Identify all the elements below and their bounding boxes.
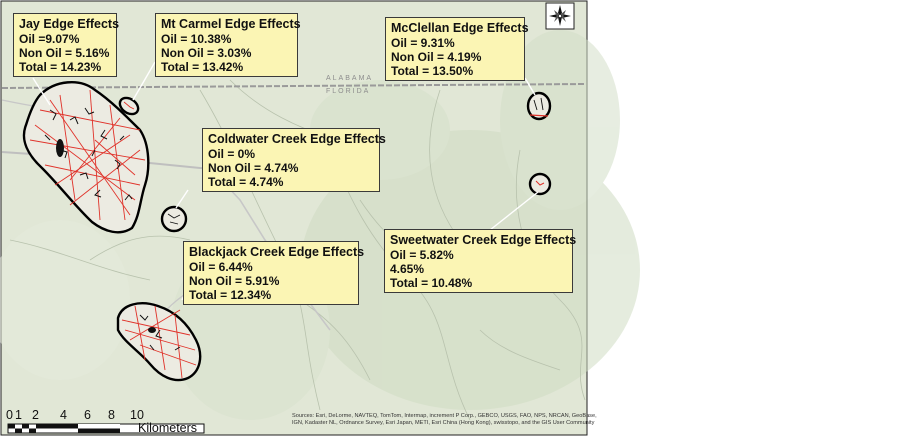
scale-unit-label: Kilometers <box>138 421 198 435</box>
callout-line: Non Oil = 5.91% <box>189 274 280 288</box>
callout-line: Non Oil = 5.16% <box>19 46 110 60</box>
mtcarmel-study-area <box>118 96 140 116</box>
scale-tick-label: 0 <box>6 408 13 422</box>
callout-line: Non Oil = 4.19% <box>391 50 482 64</box>
scale-tick-label: 10 <box>130 408 144 422</box>
callout-line: Total = 4.74% <box>208 175 284 189</box>
callout-line: Total = 13.50% <box>391 64 474 78</box>
callout-sweetwater: Sweetwater Creek Edge Effects Oil = 5.82… <box>384 229 577 293</box>
callout-line: 4.65% <box>390 262 425 276</box>
callout-mtcarmel: Mt Carmel Edge Effects Oil = 10.38% Non … <box>155 13 301 77</box>
callout-line: Total = 14.23% <box>19 60 102 74</box>
callout-line: Oil = 6.44% <box>189 260 253 274</box>
blackjack-study-area <box>116 302 202 382</box>
scale-tick-label: 6 <box>84 408 91 422</box>
state-boundary <box>1 83 587 89</box>
callout-title: McClellan Edge Effects <box>391 21 529 35</box>
callout-title: Coldwater Creek Edge Effects <box>208 132 386 146</box>
scale-tick-label: 2 <box>32 408 39 422</box>
callout-title: Jay Edge Effects <box>19 17 120 31</box>
callout-line: Oil = 0% <box>208 147 256 161</box>
scale-tick-label: 1 <box>15 408 22 422</box>
callout-blackjack: Blackjack Creek Edge Effects Oil = 6.44%… <box>183 241 365 305</box>
callout-title: Mt Carmel Edge Effects <box>161 17 301 31</box>
sweetwater-study-area <box>528 172 552 196</box>
scale-tick-label: 4 <box>60 408 67 422</box>
callout-coldwater: Coldwater Creek Edge Effects Oil = 0% No… <box>202 128 386 192</box>
callout-line: Oil =9.07% <box>19 32 80 46</box>
callout-line: Non Oil = 3.03% <box>161 46 252 60</box>
callout-title: Blackjack Creek Edge Effects <box>189 245 365 259</box>
scale-bar <box>7 423 205 434</box>
state-label-florida: FLORIDA <box>326 88 371 95</box>
callout-line: Oil = 9.31% <box>391 36 455 50</box>
compass-rose-icon <box>545 2 575 30</box>
jay-study-area <box>22 81 150 234</box>
map-credits: Sources: Esri, DeLorme, NAVTEQ, TomTom, … <box>292 413 597 426</box>
callout-line: Total = 10.48% <box>390 276 473 290</box>
callout-line: Non Oil = 4.74% <box>208 161 299 175</box>
callout-mcclellan: McClellan Edge Effects Oil = 9.31% Non O… <box>385 17 529 81</box>
state-label-alabama: ALABAMA <box>326 75 374 82</box>
callout-line: Total = 12.34% <box>189 288 272 302</box>
scale-tick-label: 8 <box>108 408 115 422</box>
coldwater-study-area <box>160 205 188 233</box>
callout-line: Oil = 10.38% <box>161 32 232 46</box>
callout-line: Oil = 5.82% <box>390 248 454 262</box>
callout-title: Sweetwater Creek Edge Effects <box>390 233 577 247</box>
callout-line: Total = 13.42% <box>161 60 244 74</box>
callout-jay: Jay Edge Effects Oil =9.07% Non Oil = 5.… <box>13 13 120 77</box>
mcclellan-study-area <box>526 91 552 121</box>
